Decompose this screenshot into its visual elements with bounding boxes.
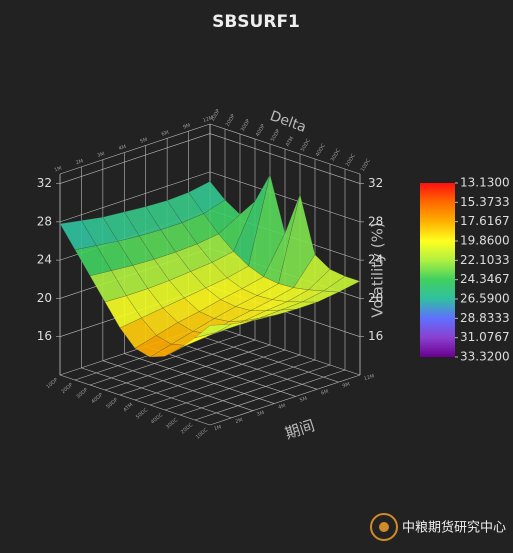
z-tick-label: 32 [37,176,52,190]
z-axis-label: Volatility (%) [369,222,387,318]
x-tick-label: 30DP [240,118,252,132]
floor-grid [124,353,275,404]
y-tick-label: 9M [182,123,191,131]
z-tick-label: 28 [368,214,383,228]
colorbar-label: 28.8333 [460,311,510,325]
floor-grid [59,374,211,426]
z-tick-label: 20 [37,291,52,305]
watermark-icon [370,513,398,541]
floor-grid [209,324,361,376]
x-tick-label: 50DP [270,128,282,142]
colorbar-label: 22.1033 [460,253,510,267]
colorbar-label: 33.3200 [460,350,510,364]
y-tick-label: 5M [299,396,308,404]
grid-line [59,133,211,184]
colorbar-label: 26.5900 [460,292,510,306]
z-tick-label: 16 [368,329,383,343]
x-tick-label: 20DP [225,113,237,127]
y-tick-label: 6M [320,389,329,397]
floor-grid [179,364,331,416]
y-tick-label: 2M [75,158,84,166]
colorbar-label: 17.6167 [460,214,510,228]
floor-grid [102,360,253,411]
colorbar-label: 15.3733 [460,195,510,209]
grid-line [209,171,361,223]
floor-grid [164,359,316,411]
floor-grid [167,339,318,390]
y-tick-label: 2M [235,417,244,425]
floor-grid [188,331,339,383]
box-edge [59,123,211,175]
z-tick-label: 16 [37,329,52,343]
floor-grid [194,369,346,421]
colorbar-label: 19.8600 [460,234,510,248]
surface-cell [194,323,232,338]
floor-grid [119,344,271,396]
z-tick-label: 24 [37,253,52,267]
colorbar-label: 24.3467 [460,272,510,286]
y-tick-label: 12M [363,373,375,382]
x-tick-label: 10DP [210,108,222,122]
y-tick-label: 4M [118,144,127,152]
chart-title: SBSURF1 [212,12,300,32]
watermark: 中粮期货研究中心 [370,513,506,541]
z-tick-label: 28 [37,214,52,228]
surface-cell [216,320,253,333]
grid-line [209,133,361,184]
floor-grid [134,349,286,401]
floor-grid [149,354,301,406]
floor-grid [81,367,232,419]
y-tick-label: 9M [342,381,351,389]
watermark-text: 中粮期货研究中心 [402,520,506,536]
z-tick-label: 20 [368,291,383,305]
x-tick-label: ATM [285,136,295,148]
floor-grid [145,346,296,397]
box-edge [209,123,361,175]
y-tick-label: 5M [139,137,148,145]
y-tick-label: 3M [256,410,265,418]
z-tick-label: 24 [368,253,383,267]
floor-grid [209,374,361,426]
y-tick-label: 4M [278,403,287,411]
floor-grid [89,334,241,386]
y-tick-label: 12M [202,115,214,124]
colorbar-label: 31.0767 [460,330,510,344]
floor-grid [104,339,256,391]
x-tick-label: ATM [122,402,134,413]
colorbar [420,183,455,357]
y-tick-label: 1M [213,424,222,432]
z-tick-label: 32 [368,176,383,190]
watermark-icon-dot [379,522,389,532]
grid-line [59,171,211,223]
x-tick-label: 40DP [255,123,267,137]
colorbar-label: 13.1300 [460,176,510,190]
y-tick-label: 3M [97,151,106,159]
y-tick-label: 6M [161,130,170,138]
y-tick-label: 1M [54,165,63,173]
